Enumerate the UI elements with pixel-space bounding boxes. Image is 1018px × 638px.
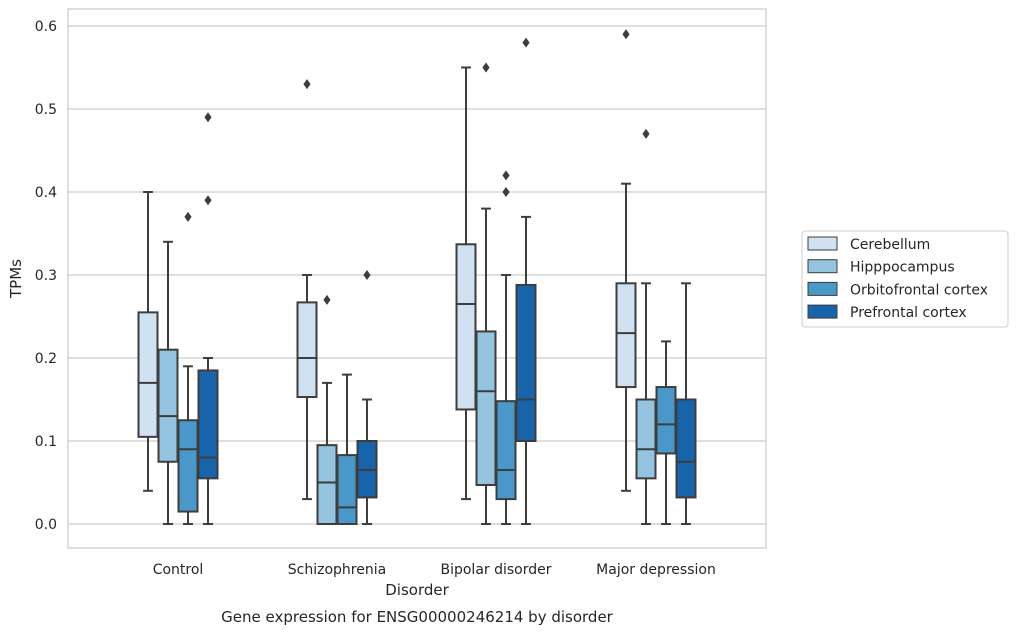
box-iqr [336,454,358,525]
legend-swatch [807,236,838,251]
legend-label: Orbitofrontal cortex [850,282,988,298]
outlier-point [204,112,212,123]
box-groups [137,29,697,525]
box-iqr [455,243,477,411]
box-iqr [515,283,537,442]
y-tick-label: 0.6 [35,19,57,35]
box-iqr [675,398,697,499]
outlier-point [323,294,331,305]
box-iqr [296,301,318,399]
legend-label: Prefrontal cortex [850,305,967,321]
box-iqr [635,398,657,480]
x-tick-label: Bipolar disorder [440,562,551,578]
legend-label: Cerebellum [850,237,930,253]
box-iqr [316,444,338,525]
y-tick-label: 0.1 [35,434,57,450]
outlier-point [363,270,371,280]
box-iqr [475,330,497,486]
legend-items: Cerebellum Hipppocampus Orbitofrontal cort… [807,236,988,321]
x-tick-label: Control [153,562,204,578]
legend-swatch [807,281,838,296]
plot-frame [67,8,767,549]
box-iqr [137,311,159,438]
outlier-point [204,195,212,206]
box-iqr [655,386,677,455]
box-element [655,340,677,525]
legend-swatch [807,304,838,319]
chart-caption: Gene expression for ENSG00000246214 by d… [221,608,614,626]
outlier-point [502,187,510,197]
outlier-point [522,37,530,48]
y-tick-label: 0.3 [35,268,57,284]
outlier-point [502,170,510,181]
box-element [137,191,159,492]
outlier-point [303,79,311,90]
y-axis-title: TPMs [7,259,25,299]
y-axis-ticks: 0.0 0.1 0.2 0.3 0.4 0.5 0.6 [35,19,57,533]
legend-swatch [807,259,838,274]
box-element [316,294,338,525]
outlier-point [184,211,192,222]
y-tick-label: 0.0 [35,517,57,533]
box-iqr [615,282,637,389]
box-element [635,128,657,525]
box-element [356,270,378,525]
y-tick-label: 0.2 [35,351,57,367]
outlier-point [642,128,650,139]
x-tick-label: Major depression [596,562,716,578]
box-iqr [495,400,517,501]
y-tick-label: 0.5 [35,102,57,118]
x-axis-title: Disorder [385,581,449,599]
box-element [515,37,537,525]
box-element [615,29,637,492]
box-element [296,79,318,501]
box-element [197,112,219,525]
x-tick-label: Schizophrenia [288,562,386,578]
outlier-point [482,62,490,73]
box-iqr [177,419,199,513]
legend-frame [801,230,1009,328]
box-element [495,170,517,525]
y-tick-label: 0.4 [35,185,57,201]
legend-label: Hipppocampus [850,260,955,276]
box-element [177,211,199,525]
x-axis-ticks: Control Schizophrenia Bipolar disorder Majo… [153,562,716,578]
box-element [675,282,697,525]
outlier-point [622,29,630,40]
box-element [336,373,358,525]
legend: Cerebellum Hipppocampus Orbitofrontal cort… [801,230,1009,328]
box-iqr [197,369,219,480]
box-element [475,62,497,525]
box-iqr [157,348,179,463]
box-element [157,240,179,525]
box-element [455,66,477,501]
